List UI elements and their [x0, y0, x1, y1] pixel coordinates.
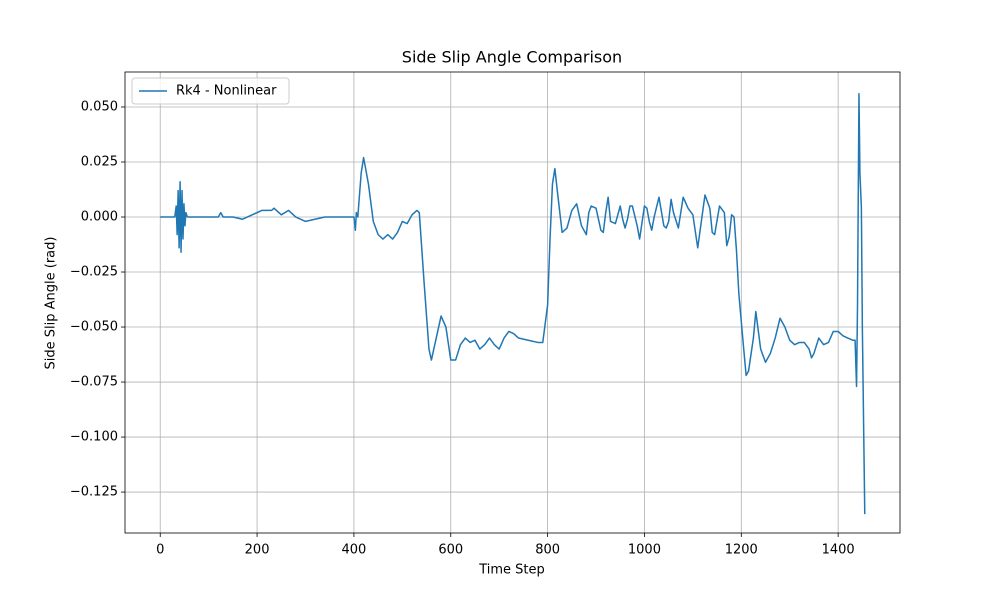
- x-tick-label: 600: [438, 543, 463, 558]
- y-tick-label: −0.050: [70, 320, 118, 335]
- x-tick-label: 1200: [725, 543, 758, 558]
- x-tick-label: 1000: [628, 543, 661, 558]
- plot-frame: [124, 71, 901, 534]
- x-tick-label: 1400: [822, 543, 855, 558]
- y-axis-label: Side Slip Angle (rad): [44, 237, 59, 370]
- legend: Rk4 - Nonlinear: [131, 77, 290, 105]
- x-axis-label: Time Step: [478, 563, 545, 578]
- chart-title: Side Slip Angle Comparison: [402, 48, 622, 67]
- legend-label: Rk4 - Nonlinear: [176, 84, 277, 99]
- legend-box: [131, 77, 290, 105]
- y-tick-label: 0.025: [81, 154, 118, 169]
- x-tick-label: 0: [156, 543, 164, 558]
- y-tick-label: 0.000: [81, 210, 118, 225]
- x-tick-label: 800: [535, 543, 560, 558]
- series-line: [160, 93, 866, 515]
- y-tick-label: −0.100: [70, 430, 118, 445]
- x-tick-label: 200: [245, 543, 270, 558]
- y-tick-label: −0.125: [70, 485, 118, 500]
- y-tick-label: 0.050: [81, 99, 118, 114]
- y-tick-label: −0.025: [70, 265, 118, 280]
- x-tick-label: 400: [342, 543, 367, 558]
- y-tick-label: −0.075: [70, 375, 118, 390]
